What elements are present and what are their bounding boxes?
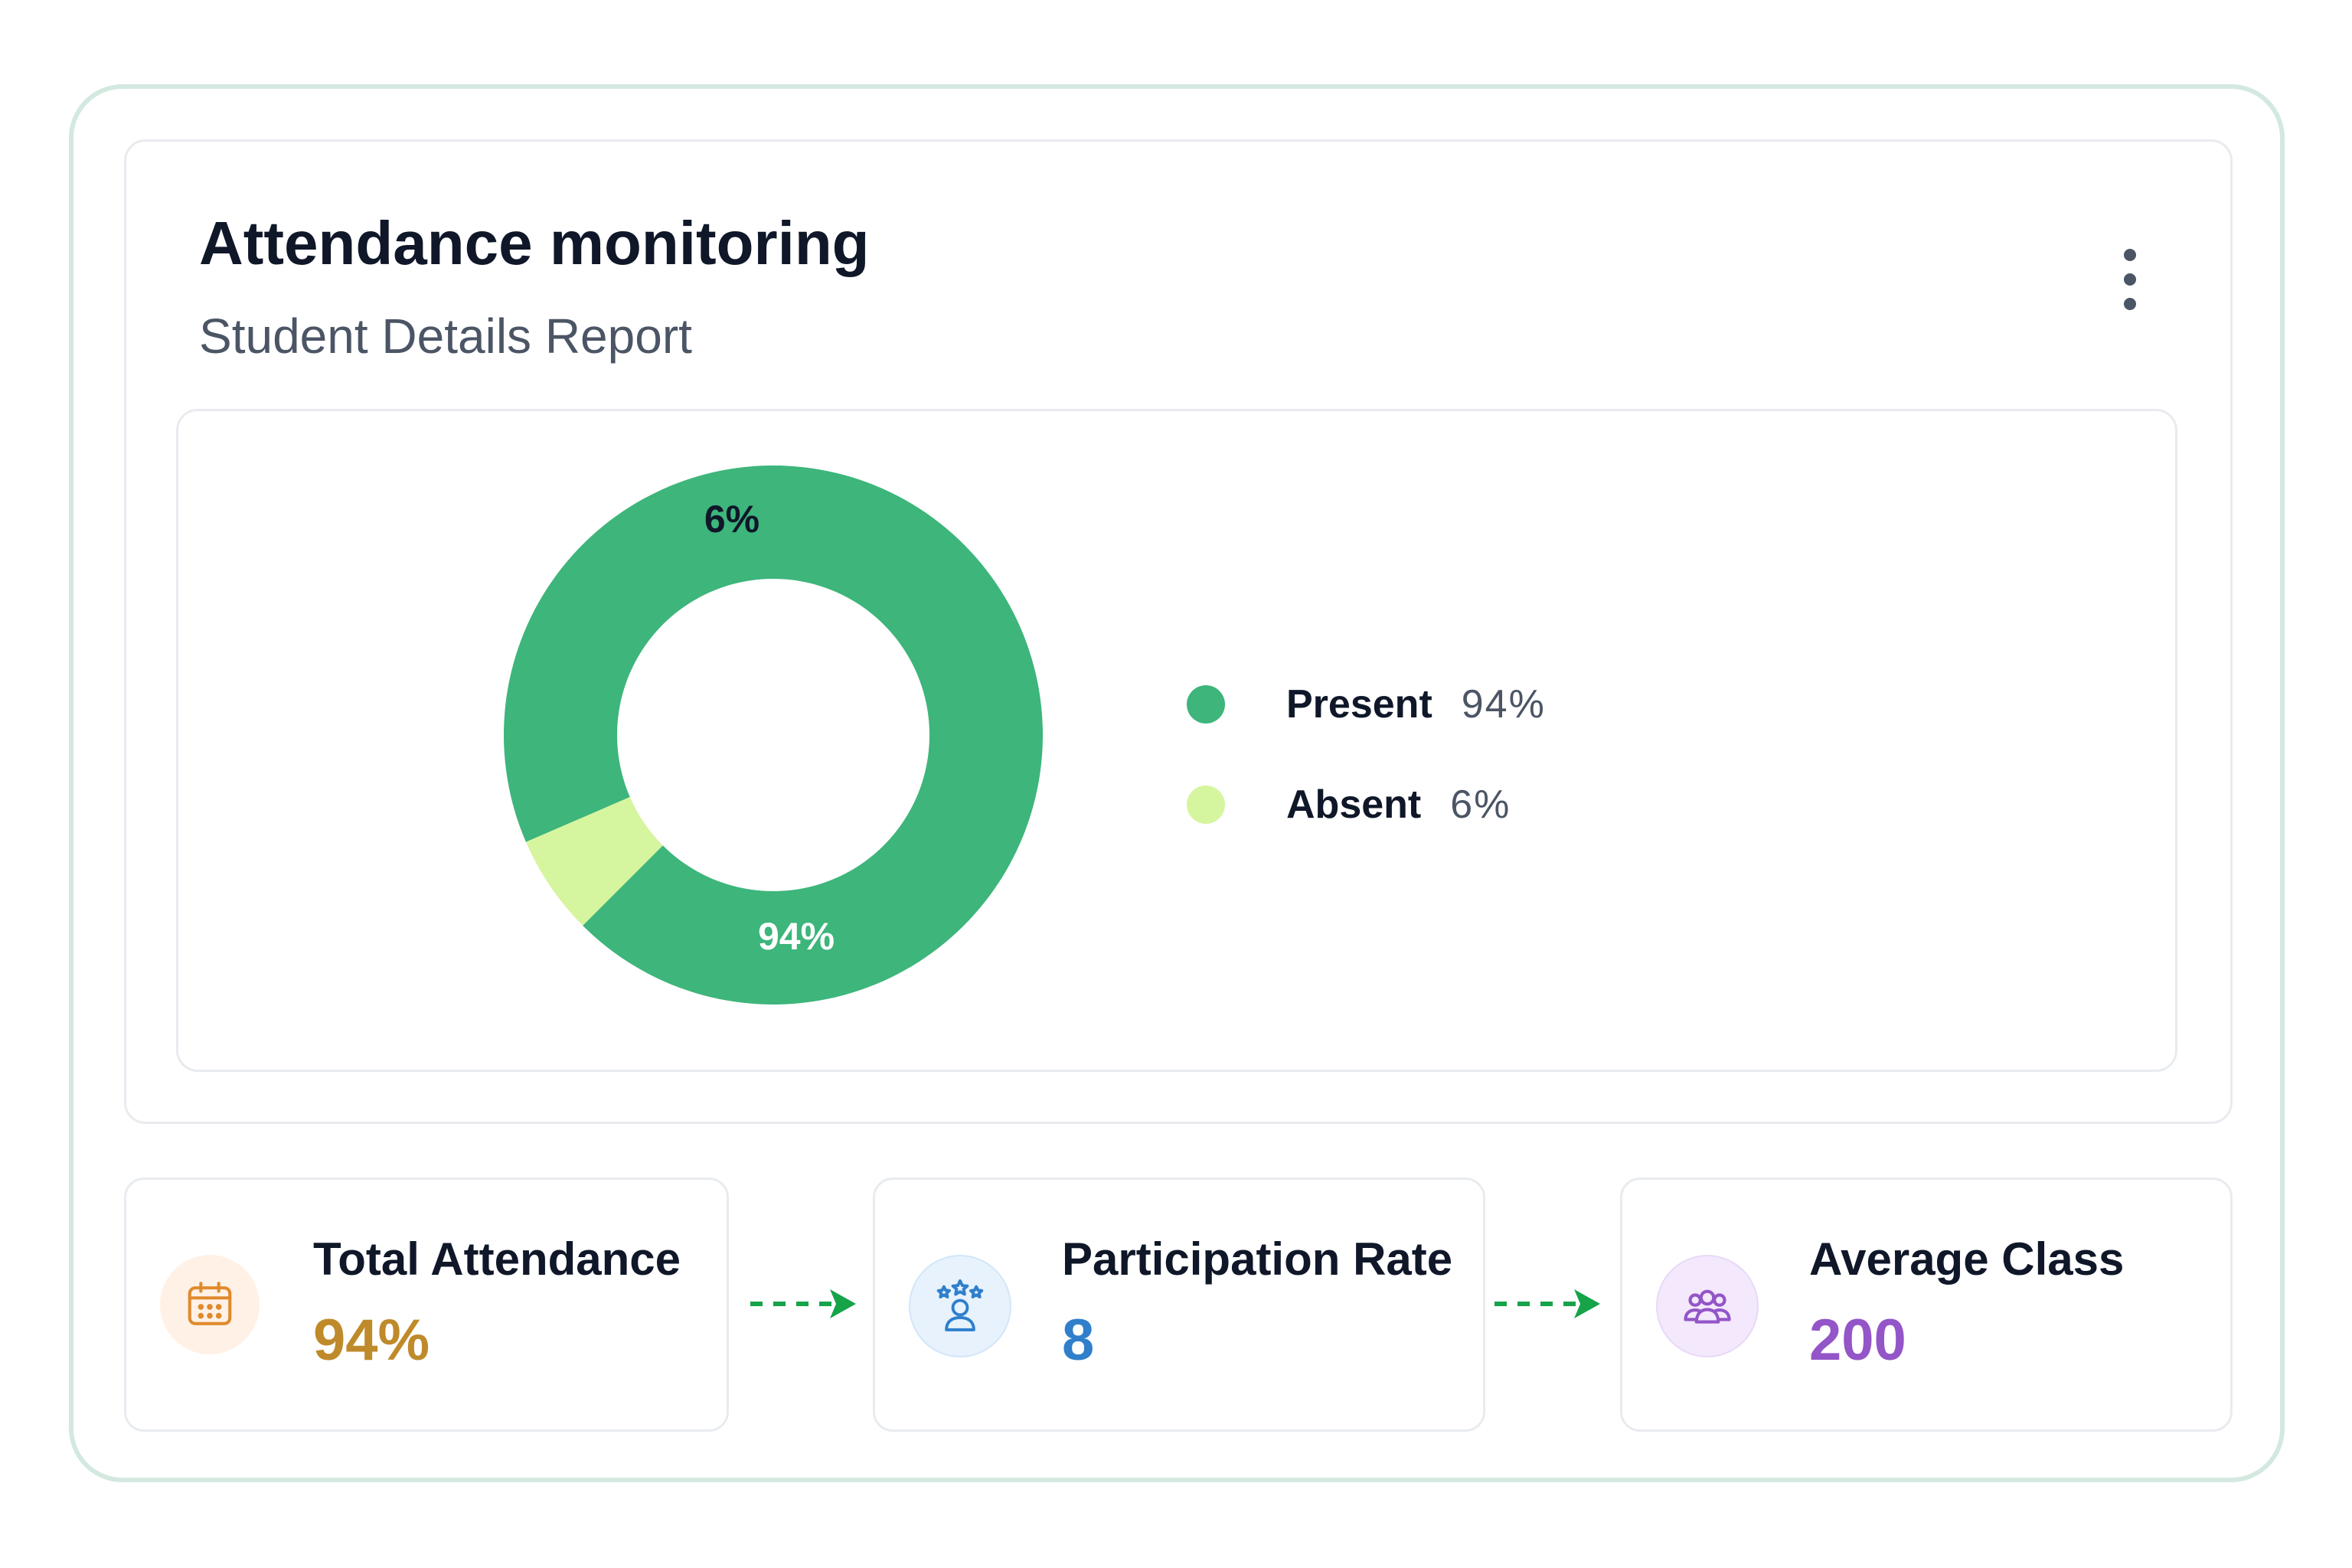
legend-value-absent: 6% [1450, 782, 1511, 827]
legend-swatch-present [1187, 685, 1225, 724]
more-vertical-icon-dot [2124, 273, 2136, 286]
users-group-icon [1656, 1255, 1759, 1357]
legend-item-present: Present 94% [1187, 674, 1546, 735]
arrow-right-icon [1494, 1289, 1600, 1318]
legend-value-present: 94% [1461, 682, 1546, 727]
calendar-icon [160, 1255, 260, 1354]
donut-label-absent: 6% [704, 498, 760, 541]
stat-value-average-class: 200 [1809, 1308, 1906, 1373]
card-subtitle: Student Details Report [199, 309, 692, 364]
stat-card-total-attendance: Total Attendance 94% [124, 1178, 729, 1432]
arrow-right-icon [750, 1289, 856, 1318]
stat-value-total-attendance: 94% [313, 1308, 430, 1373]
attendance-donut-chart: 94% 6% [504, 466, 1043, 1005]
legend-label-present: Present [1286, 682, 1432, 727]
user-stars-icon [909, 1255, 1011, 1357]
more-vertical-icon-dot [2124, 298, 2136, 310]
chart-panel [176, 409, 2177, 1072]
stat-label-participation-rate: Participation Rate [1062, 1233, 1453, 1285]
legend-swatch-absent [1187, 786, 1225, 824]
more-options-button[interactable] [2092, 237, 2168, 322]
donut-label-present: 94% [758, 915, 835, 958]
legend-item-absent: Absent 6% [1187, 774, 1511, 835]
donut-slice-present [504, 466, 1043, 1005]
stat-label-total-attendance: Total Attendance [313, 1233, 681, 1285]
legend-label-absent: Absent [1286, 782, 1422, 827]
stat-card-participation-rate: Participation Rate 8 [873, 1178, 1485, 1432]
stat-card-average-class: Average Class 200 [1620, 1178, 2233, 1432]
donut-slice-absent [525, 797, 663, 926]
more-vertical-icon [2124, 249, 2136, 261]
stat-value-participation-rate: 8 [1062, 1308, 1095, 1373]
card-title: Attendance monitoring [199, 209, 870, 277]
stat-label-average-class: Average Class [1809, 1233, 2125, 1285]
